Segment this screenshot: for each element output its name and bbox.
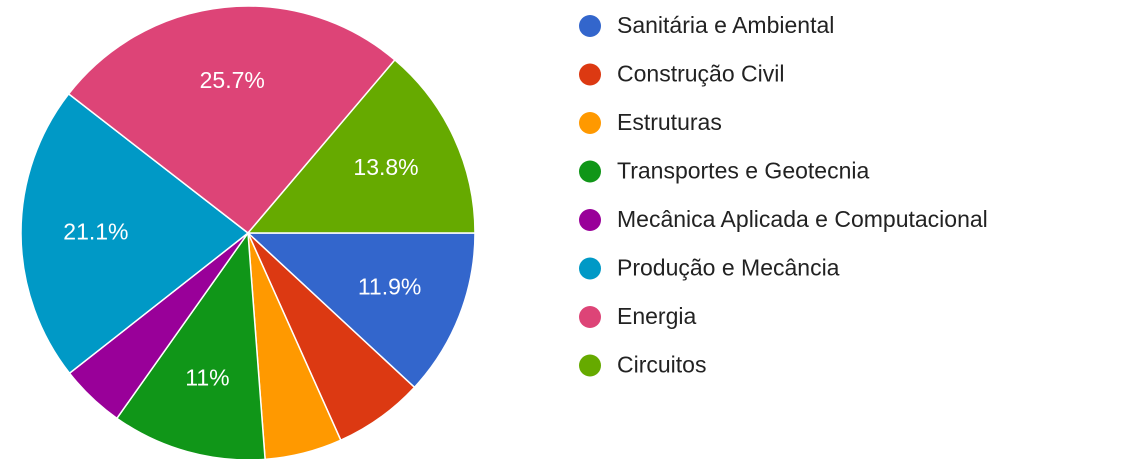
legend-swatch	[579, 354, 601, 377]
legend-label: Circuitos	[617, 352, 706, 378]
pie-slice	[115, 230, 266, 459]
pie-slice	[246, 232, 476, 389]
slice-label: 25.7%	[200, 67, 265, 93]
legend-swatch	[579, 63, 601, 86]
legend-label: Transportes e Geotecnia	[617, 158, 869, 184]
pie-slice	[246, 58, 476, 234]
legend-swatch	[579, 257, 601, 280]
pie-slice	[20, 92, 250, 375]
legend-label: Estruturas	[617, 109, 722, 135]
legend-swatch	[579, 306, 601, 328]
slice-label: 11%	[185, 365, 229, 391]
slice-label: 21.1%	[63, 219, 128, 245]
pie-slice	[247, 232, 342, 459]
slice-label: 13.8%	[353, 154, 418, 180]
legend-swatch	[579, 209, 601, 231]
legend-label: Sanitária e Ambiental	[617, 12, 834, 38]
legend-label: Energia	[617, 303, 696, 329]
legend-swatch	[579, 160, 601, 183]
legend-swatch	[579, 112, 601, 134]
legend-label: Produção e Mecância	[617, 255, 840, 281]
legend-swatch	[579, 15, 601, 37]
legend-label: Construção Civil	[617, 61, 784, 87]
legend-label: Mecânica Aplicada e Computacional	[617, 206, 988, 232]
slice-label: 11.9%	[358, 274, 422, 300]
pie-slice	[67, 5, 396, 235]
